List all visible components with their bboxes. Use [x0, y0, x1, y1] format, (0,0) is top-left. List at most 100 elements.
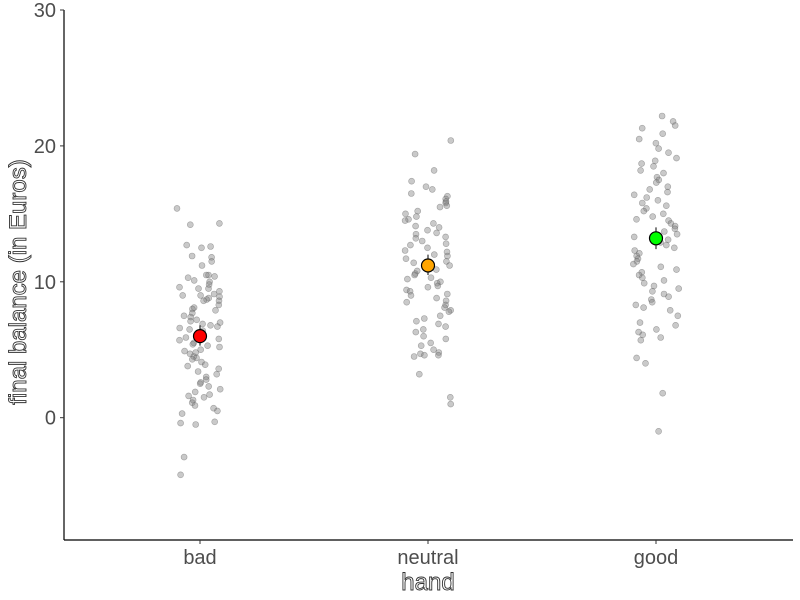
raw-point-good-20: [664, 188, 671, 196]
raw-point-neutral-49: [403, 286, 410, 294]
raw-point-neutral-75: [421, 351, 428, 359]
y-ticks: 0 10 20 30: [34, 0, 64, 430]
raw-point-good-57: [649, 287, 656, 295]
raw-point-bad-12: [211, 273, 218, 280]
raw-point-good-34: [671, 225, 679, 233]
raw-point-good-28: [659, 210, 667, 218]
raw-point-neutral-30: [401, 247, 409, 254]
raw-point-bad-11: [203, 271, 210, 279]
raw-point-neutral-53: [433, 294, 440, 302]
raw-point-bad-32: [212, 306, 219, 314]
raw-point-neutral-63: [435, 320, 442, 328]
raw-point-neutral-29: [424, 244, 431, 252]
raw-point-good-24: [638, 199, 646, 207]
raw-point-good-64: [666, 306, 674, 314]
raw-point-bad-19: [195, 285, 202, 292]
raw-point-bad-14: [190, 277, 198, 284]
raw-point-good-55: [650, 282, 658, 290]
raw-point-bad-6: [188, 252, 196, 260]
raw-point-good-74: [642, 359, 649, 367]
raw-point-neutral-64: [442, 323, 449, 330]
raw-point-good-71: [657, 334, 665, 341]
raw-point-neutral-25: [412, 235, 420, 242]
raw-point-neutral-9: [442, 198, 450, 205]
raw-point-good-63: [640, 304, 647, 311]
raw-point-good-50: [638, 268, 646, 276]
raw-point-neutral-18: [430, 220, 437, 227]
raw-point-good-47: [630, 260, 637, 268]
raw-point-neutral-74: [435, 351, 442, 359]
raw-point-bad-0: [173, 205, 181, 212]
raw-point-bad-22: [179, 292, 186, 299]
raw-point-bad-81: [214, 407, 221, 415]
raw-point-neutral-46: [433, 279, 441, 287]
x-tick-label-bad: bad: [183, 547, 216, 569]
raw-point-good-60: [647, 296, 655, 303]
raw-point-bad-79: [191, 402, 199, 409]
raw-point-good-45: [634, 255, 642, 263]
raw-point-good-67: [672, 321, 679, 329]
raw-point-neutral-3: [408, 177, 415, 185]
raw-point-neutral-15: [413, 213, 420, 220]
raw-point-neutral-36: [410, 259, 418, 267]
raw-point-neutral-60: [436, 312, 444, 320]
mean-point-good: [648, 231, 664, 246]
raw-point-neutral-32: [430, 251, 438, 258]
raw-point-good-1: [669, 118, 677, 125]
raw-point-bad-48: [215, 335, 223, 343]
raw-point-good-62: [632, 301, 640, 309]
raw-point-good-31: [665, 217, 672, 224]
raw-point-good-51: [635, 271, 643, 279]
raw-point-neutral-47: [434, 282, 442, 290]
raw-point-good-22: [643, 194, 651, 201]
raw-point-bad-84: [177, 419, 184, 427]
raw-point-good-33: [671, 222, 679, 230]
raw-point-good-44: [633, 252, 641, 260]
raw-point-good-54: [640, 279, 648, 287]
raw-point-neutral-21: [424, 226, 431, 234]
raw-point-bad-29: [215, 301, 223, 309]
raw-point-good-18: [664, 183, 672, 190]
raw-point-bad-78: [188, 399, 196, 407]
raw-point-good-58: [660, 290, 668, 298]
raw-point-neutral-16: [405, 216, 412, 223]
raw-point-good-32: [667, 220, 675, 227]
raw-point-neutral-22: [433, 229, 440, 237]
raw-point-bad-53: [216, 343, 223, 351]
raw-point-bad-77: [189, 396, 197, 404]
raw-point-good-56: [675, 285, 683, 292]
raw-point-neutral-12: [436, 203, 444, 211]
raw-point-good-25: [662, 202, 670, 209]
y-tick-label-30: 30: [34, 0, 56, 22]
raw-point-neutral-13: [414, 207, 422, 215]
raw-point-good-70: [639, 331, 647, 339]
raw-point-good-43: [635, 250, 643, 257]
raw-point-bad-28: [215, 297, 223, 305]
raw-point-good-27: [640, 207, 648, 215]
raw-point-bad-55: [181, 347, 188, 355]
raw-point-neutral-62: [413, 317, 420, 325]
raw-point-bad-2: [187, 221, 194, 228]
raw-point-bad-60: [189, 355, 196, 363]
raw-point-good-40: [662, 241, 670, 249]
raw-point-neutral-68: [442, 335, 450, 343]
raw-point-bad-24: [216, 293, 223, 301]
raw-point-neutral-54: [442, 297, 450, 305]
raw-point-neutral-14: [402, 210, 409, 218]
raw-point-good-4: [659, 130, 667, 137]
raw-point-bad-21: [210, 290, 218, 298]
raw-point-bad-63: [184, 362, 191, 370]
mean-points-layer: [192, 227, 664, 346]
raw-point-bad-87: [177, 471, 184, 479]
raw-point-bad-56: [192, 349, 199, 356]
raw-point-good-12: [650, 163, 657, 170]
raw-point-good-59: [665, 293, 672, 301]
raw-point-bad-64: [215, 365, 222, 373]
raw-point-good-15: [653, 173, 661, 181]
raw-point-bad-80: [210, 404, 217, 412]
raw-point-bad-8: [208, 258, 215, 265]
raw-point-neutral-50: [406, 287, 414, 295]
raw-point-neutral-45: [437, 278, 444, 286]
raw-point-bad-52: [204, 342, 211, 350]
raw-point-bad-5: [198, 244, 205, 252]
